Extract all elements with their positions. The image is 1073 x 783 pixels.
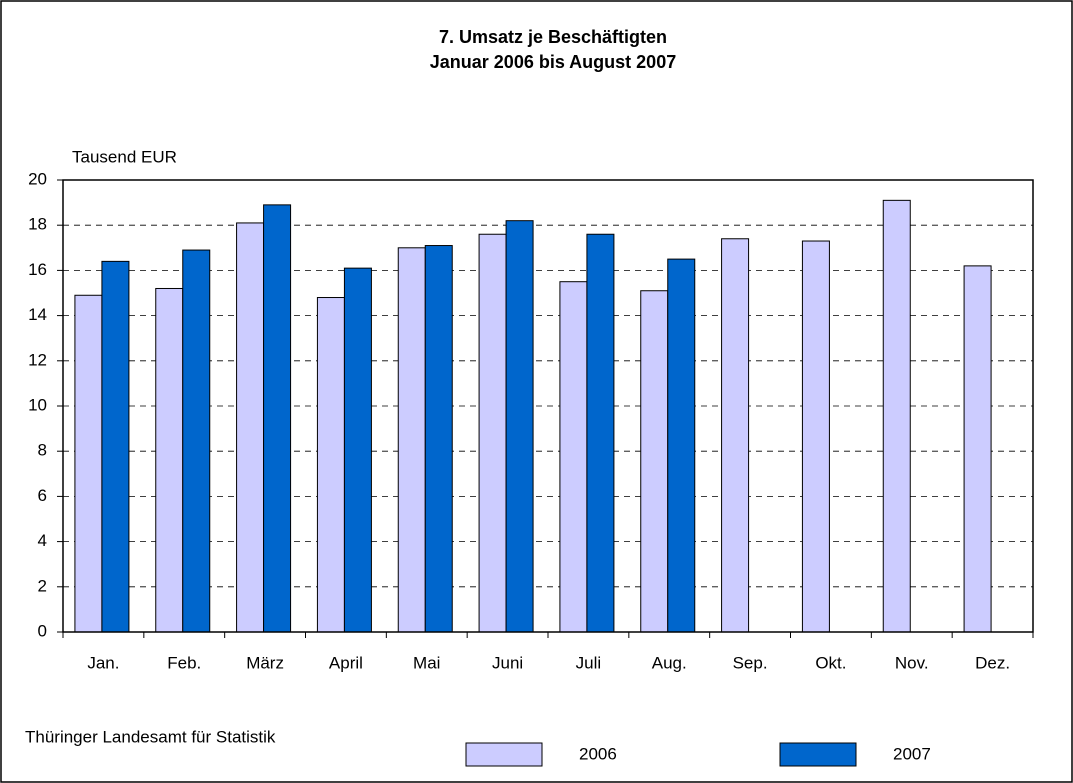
y-tick-label: 10 [28,395,47,414]
y-tick-label: 2 [38,576,47,595]
bar [424,245,453,633]
bar [182,249,211,633]
chart-title: 7. Umsatz je Beschäftigten [439,27,667,47]
x-tick-label: Okt. [815,653,846,672]
x-tick-label: März [246,653,284,672]
y-tick-label: 16 [28,260,47,279]
y-tick-label: 0 [38,621,47,640]
x-tick-label: Dez. [975,653,1010,672]
bar [478,233,507,633]
legend-swatch [779,742,857,767]
y-tick-label: 8 [38,441,47,460]
x-tick-label: Juli [576,653,602,672]
x-tick-label: Mai [413,653,440,672]
x-tick-label: Jan. [87,653,119,672]
bar [721,238,750,633]
bar [343,267,372,633]
bar [397,247,426,633]
legend-label: 2006 [579,744,617,763]
bar [316,297,345,633]
source-note: Thüringer Landesamt für Statistik [25,727,276,746]
bar [263,204,292,633]
x-tick-label: Aug. [652,653,687,672]
bar [74,294,103,633]
legend-label: 2007 [893,744,931,763]
bar [801,240,830,633]
bar [586,233,615,633]
y-tick-label: 14 [28,305,47,324]
y-tick-label: 4 [38,531,47,550]
bar [882,199,911,633]
y-tick-label: 18 [28,215,47,234]
bar [236,222,265,633]
plot-border [62,179,1034,633]
bar [640,290,669,633]
bar [155,287,184,633]
bar [559,281,588,633]
y-axis-label: Tausend EUR [72,147,177,166]
x-tick-label: Juni [492,653,523,672]
bar [667,258,696,633]
x-tick-label: Nov. [895,653,929,672]
bar [505,220,534,633]
y-tick-label: 6 [38,486,47,505]
bar [101,260,130,633]
chart-subtitle: Januar 2006 bis August 2007 [430,52,676,72]
x-tick-label: Sep. [733,653,768,672]
x-tick-label: Feb. [167,653,201,672]
y-tick-label: 12 [28,350,47,369]
bar [963,265,992,633]
legend-swatch [465,742,543,767]
x-tick-label: April [329,653,363,672]
y-tick-label: 20 [28,169,47,188]
